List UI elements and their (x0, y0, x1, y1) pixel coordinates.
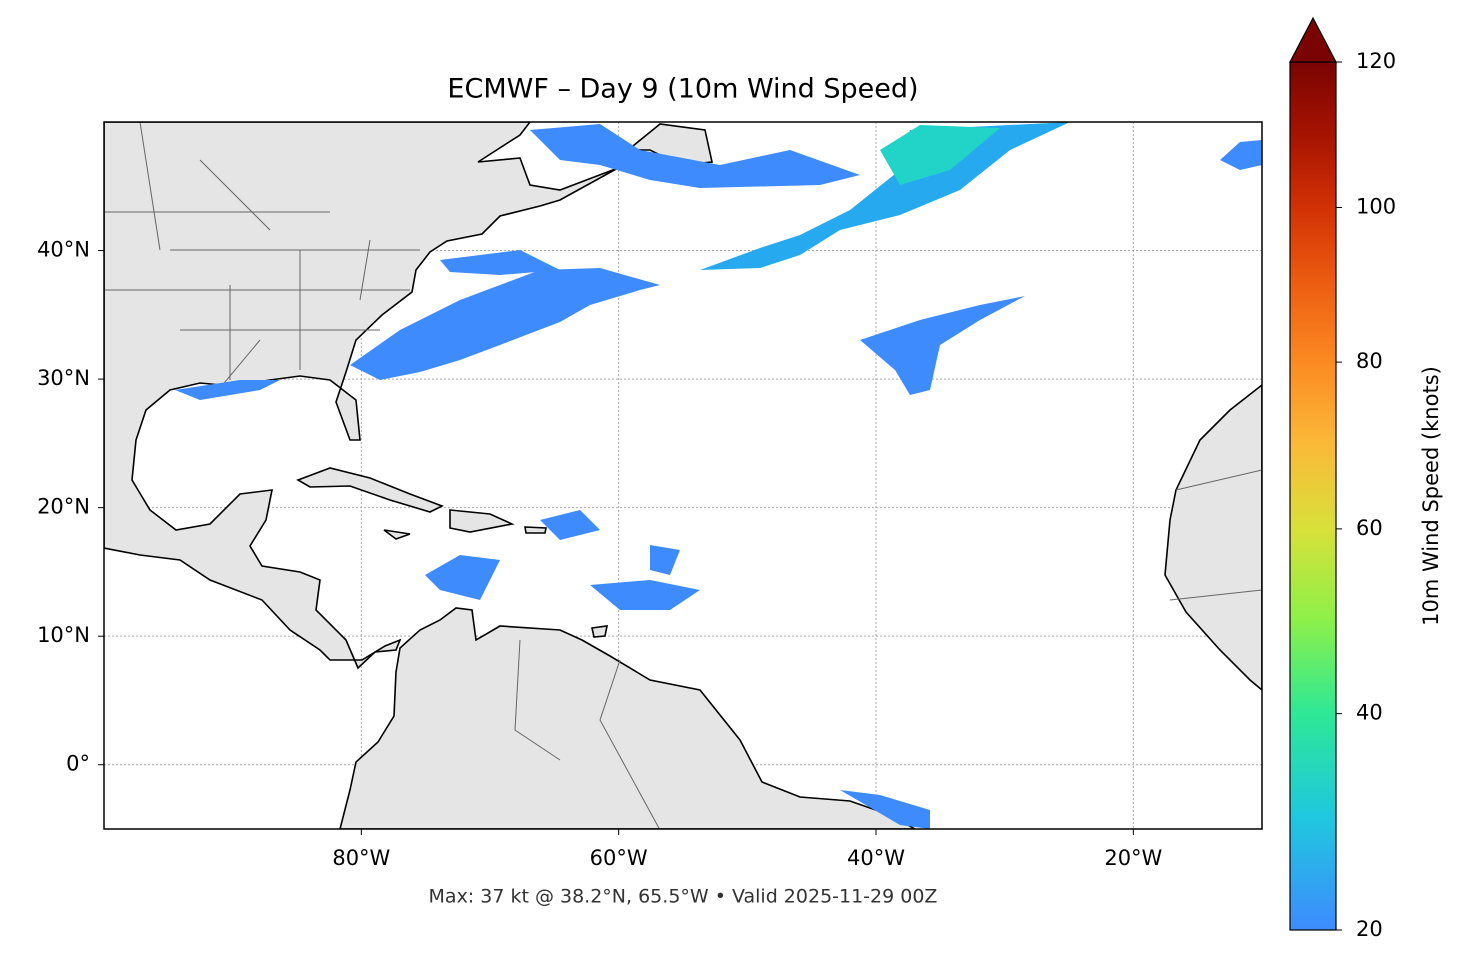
wind-field (175, 122, 1262, 829)
y-tick-label: 0° (66, 752, 90, 776)
map-title: ECMWF – Day 9 (10m Wind Speed) (447, 74, 918, 105)
wind-patch (860, 296, 1025, 395)
wind-patch (840, 790, 930, 829)
puerto-rico (524, 526, 547, 534)
trinidad (591, 625, 609, 638)
map-area (104, 122, 1262, 829)
wind-patch (700, 122, 1070, 270)
newfoundland (625, 123, 713, 166)
map-frame (103, 121, 1263, 830)
hispaniola (449, 509, 515, 533)
colorbar-tick-label: 40 (1356, 701, 1383, 725)
y-tick-label: 40°N (37, 238, 90, 262)
north-america (104, 122, 619, 670)
y-tick-label: 20°N (37, 495, 90, 519)
wind-patch (650, 545, 680, 575)
wind-patch (425, 555, 500, 600)
colorbar-extend (1289, 16, 1337, 63)
cuba (296, 467, 444, 513)
wind-patch (175, 380, 280, 400)
jamaica (383, 529, 411, 540)
wind-patch (590, 580, 700, 610)
colorbar-tick-label: 100 (1356, 195, 1396, 219)
wind-patch (350, 268, 660, 380)
wind-patch (880, 125, 1000, 185)
x-tick-label: 60°W (590, 846, 648, 870)
state-borders (104, 122, 1262, 829)
south-america (339, 607, 917, 829)
colorbar-tick-label: 120 (1356, 49, 1396, 73)
y-tick-label: 30°N (37, 366, 90, 390)
colorbar: 20 40 60 80 100 120 10m Wind Speed (knots) (1289, 16, 1443, 941)
wind-patch (1220, 140, 1262, 170)
y-tick-label: 10°N (37, 623, 90, 647)
africa (1164, 383, 1262, 692)
wind-patch (540, 510, 600, 540)
footer-note: Max: 37 kt @ 38.2°N, 65.5°W • Valid 2025… (429, 886, 938, 908)
wind-patch (440, 250, 560, 275)
x-tick-label: 80°W (332, 846, 390, 870)
colorbar-label: 10m Wind Speed (knots) (1419, 366, 1443, 626)
colorbar-tick-label: 20 (1356, 917, 1383, 941)
colorbar-tick-label: 60 (1356, 516, 1383, 540)
x-tick-label: 40°W (847, 846, 905, 870)
x-tick-label: 20°W (1104, 846, 1162, 870)
colorbar-gradient (1289, 61, 1337, 931)
wind-patch (530, 124, 860, 188)
colorbar-tick-label: 80 (1356, 349, 1383, 373)
